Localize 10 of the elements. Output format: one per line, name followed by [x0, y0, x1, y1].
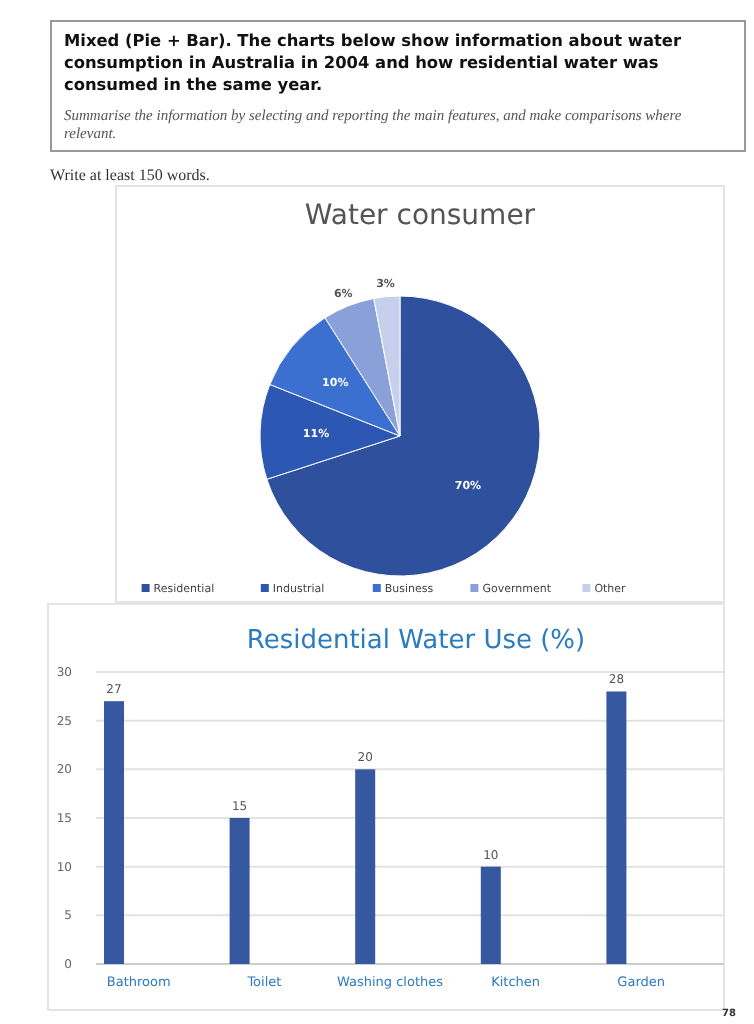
pie-slice [266, 295, 541, 577]
bar [480, 866, 501, 964]
bar [104, 701, 124, 964]
chart-title: Residential Water Use (%) [246, 626, 586, 656]
text: Write at least 150 words. [50, 166, 210, 184]
bar [229, 818, 250, 964]
bar [355, 769, 376, 964]
bar [606, 691, 627, 964]
chart-title: Water consumer [304, 200, 536, 232]
text: Mixed (Pie + Bar). The charts below show information about water consumption in Australia in 2004 and how residential water was consumed in the same year. [64, 30, 684, 96]
